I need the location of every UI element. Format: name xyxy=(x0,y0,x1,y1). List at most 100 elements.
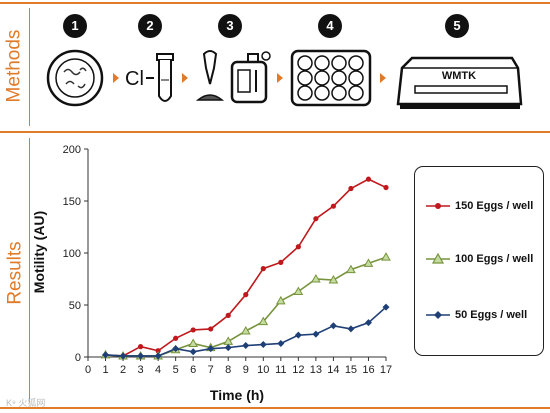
x-tick-label: 2 xyxy=(120,364,126,376)
tube-icon: Cl xyxy=(125,53,174,102)
legend-marker-50 xyxy=(426,311,450,319)
wmtk-device-icon xyxy=(396,56,523,109)
methods-illustrations: Cl WMTK xyxy=(46,49,523,109)
results-divider xyxy=(29,138,30,402)
x-tick-label: 3 xyxy=(138,364,144,376)
data-point xyxy=(275,295,286,305)
top-rule xyxy=(0,2,550,4)
data-point xyxy=(277,339,285,347)
y-axis-label: Motility (AU) xyxy=(31,211,47,293)
y-tick-label: 200 xyxy=(63,144,81,156)
x-tick-label: 5 xyxy=(173,364,179,376)
step-number-5: 5 xyxy=(445,14,469,38)
data-point xyxy=(295,244,301,250)
x-tick-label: 11 xyxy=(275,364,286,376)
step-number-2: 2 xyxy=(138,14,162,38)
data-point xyxy=(258,316,269,326)
x-tick-label: 0 xyxy=(85,364,91,376)
data-point xyxy=(330,203,337,209)
data-point xyxy=(293,286,304,295)
data-point xyxy=(348,185,354,192)
data-point xyxy=(207,345,215,353)
data-point xyxy=(155,348,161,354)
data-point xyxy=(313,216,319,222)
petri-dish-icon xyxy=(46,49,104,107)
data-point xyxy=(311,273,321,283)
legend-label-150: 150 Eggs / well xyxy=(455,200,534,212)
svg-text:Cl: Cl xyxy=(125,68,144,90)
data-point xyxy=(172,345,180,353)
series-line-1 xyxy=(105,256,387,357)
data-point xyxy=(381,252,391,261)
legend-item-50: 50 Eggs / well xyxy=(425,307,545,323)
data-point xyxy=(243,292,249,298)
data-point xyxy=(240,325,251,335)
legend-label-100: 100 Eggs / well xyxy=(455,253,534,265)
x-tick-label: 17 xyxy=(380,364,392,376)
y-tick-label: 50 xyxy=(69,300,81,312)
chart-series xyxy=(100,176,391,360)
x-tick-label: 6 xyxy=(190,364,196,376)
arrow-2 xyxy=(182,73,188,83)
chart-legend: 150 Eggs / well 100 Eggs / well 50 Eggs … xyxy=(414,166,544,356)
x-tick-label: 7 xyxy=(208,364,214,376)
data-point xyxy=(294,331,302,339)
data-point xyxy=(102,351,110,359)
x-tick-label: 14 xyxy=(327,364,339,376)
arrow-1 xyxy=(113,73,119,83)
data-point xyxy=(137,352,145,360)
data-point xyxy=(224,344,232,352)
data-point xyxy=(137,344,144,350)
data-point xyxy=(189,348,197,356)
legend-marker-150 xyxy=(426,203,450,209)
well-plate-icon xyxy=(290,49,372,107)
data-point xyxy=(328,275,339,284)
data-point xyxy=(363,258,374,267)
x-tick-label: 9 xyxy=(243,364,249,376)
methods-divider xyxy=(29,8,30,126)
x-tick-label: 8 xyxy=(225,364,231,376)
y-tick-label: 150 xyxy=(63,196,81,208)
arrow-4 xyxy=(380,73,386,83)
data-point xyxy=(347,325,355,333)
legend-marker-100 xyxy=(426,252,450,264)
data-point xyxy=(173,335,179,341)
data-point xyxy=(364,319,372,327)
data-point xyxy=(190,327,196,333)
x-tick-label: 1 xyxy=(102,364,108,376)
x-tick-label: 10 xyxy=(257,364,269,376)
y-tick-label: 0 xyxy=(75,352,81,364)
data-point xyxy=(223,336,234,345)
data-point xyxy=(260,266,266,272)
x-tick-label: 15 xyxy=(345,364,357,376)
y-tick-label: 100 xyxy=(63,248,81,260)
arrow-3 xyxy=(277,73,283,83)
legend-item-150: 150 Eggs / well xyxy=(425,198,545,214)
data-point xyxy=(208,326,214,332)
data-point xyxy=(119,352,127,360)
x-tick-label: 4 xyxy=(155,364,161,376)
bottom-rule xyxy=(0,407,550,409)
x-tick-label: 13 xyxy=(310,364,322,376)
step-number-3: 3 xyxy=(218,14,242,38)
middle-rule xyxy=(0,131,550,133)
data-point xyxy=(346,264,356,274)
x-tick-label: 12 xyxy=(292,364,304,376)
data-point xyxy=(383,184,389,191)
x-axis-label: Time (h) xyxy=(210,387,264,403)
data-point xyxy=(188,338,199,347)
pipette-icon xyxy=(195,50,271,104)
data-point xyxy=(312,330,320,338)
legend-item-100: 100 Eggs / well xyxy=(425,251,545,267)
legend-label-50: 50 Eggs / well xyxy=(455,309,528,321)
x-tick-label: 16 xyxy=(362,364,374,376)
data-point xyxy=(154,352,162,360)
data-point xyxy=(259,341,267,349)
data-point xyxy=(278,259,284,265)
step-number-1: 1 xyxy=(63,14,87,38)
device-label: WMTK xyxy=(442,70,476,82)
data-point xyxy=(382,303,390,311)
data-point xyxy=(242,342,250,350)
